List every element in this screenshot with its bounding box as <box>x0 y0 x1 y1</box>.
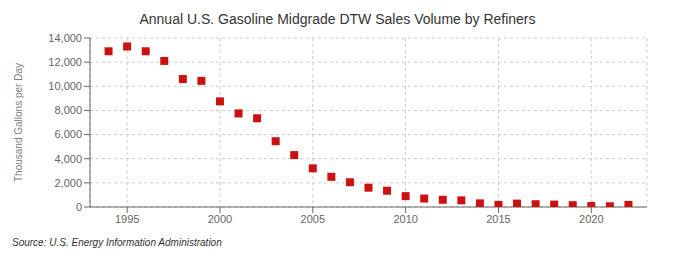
svg-text:10,000: 10,000 <box>48 80 82 92</box>
svg-text:14,000: 14,000 <box>48 32 82 44</box>
svg-text:Thousand Gallons per Day: Thousand Gallons per Day <box>13 63 24 182</box>
svg-text:0: 0 <box>76 201 82 213</box>
svg-text:8,000: 8,000 <box>54 104 82 116</box>
svg-text:6,000: 6,000 <box>54 128 82 140</box>
svg-text:1995: 1995 <box>115 213 139 225</box>
svg-text:2000: 2000 <box>208 213 232 225</box>
svg-text:2,000: 2,000 <box>54 177 82 189</box>
svg-text:2015: 2015 <box>486 213 510 225</box>
html-text:Annual U.S. Gasoline Midgrade: Annual U.S. Gasoline Midgrade DTW Sales … <box>139 11 536 27</box>
svg-text:2020: 2020 <box>579 213 603 225</box>
svg-text:2010: 2010 <box>393 213 417 225</box>
svg-text:2005: 2005 <box>301 213 325 225</box>
svg-text:4,000: 4,000 <box>54 153 82 165</box>
svg-text:12,000: 12,000 <box>48 56 82 68</box>
html-text:Source: U.S. Energy Informatio: Source: U.S. Energy Information Administ… <box>12 237 222 248</box>
